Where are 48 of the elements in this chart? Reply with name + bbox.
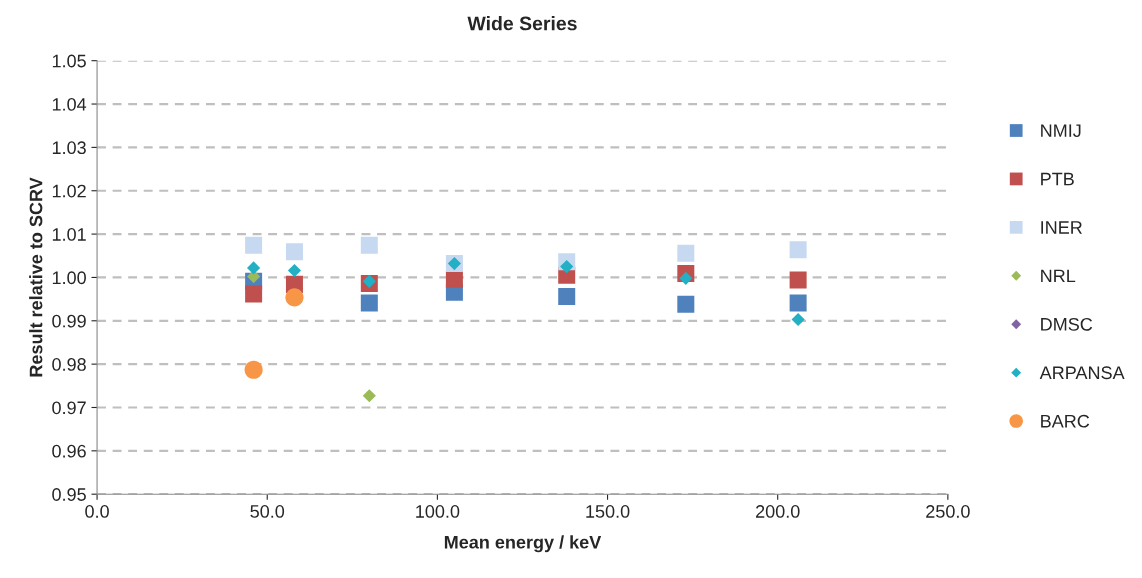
legend-label: PTB (1041, 172, 1074, 186)
point (247, 261, 261, 275)
x-tick-label: 250.0 (926, 505, 970, 518)
legend-label: NRL (1041, 269, 1076, 283)
point (362, 274, 376, 288)
y-tick-label: 1.02 (52, 184, 86, 198)
x-axis-title: Mean energy / keV (444, 535, 602, 553)
point (677, 244, 695, 262)
point (287, 263, 302, 278)
legend-label: DMSC (1041, 317, 1093, 331)
y-tick-label: 1.03 (52, 141, 86, 155)
point (791, 312, 805, 327)
point (558, 288, 576, 306)
point (677, 295, 695, 313)
point (245, 236, 263, 254)
point (679, 271, 693, 285)
y-axis-title: Result relative to SCRV (29, 177, 43, 377)
legend-label: NMIJ (1041, 124, 1081, 137)
x-tick-label: 150.0 (586, 505, 630, 518)
point (245, 285, 263, 303)
y-tick-label: 0.95 (52, 488, 86, 501)
y-tick-label: 0.98 (52, 358, 86, 371)
legend-label: BARC (1041, 414, 1090, 428)
point (789, 241, 807, 259)
y-tick-label: 0.96 (52, 444, 86, 458)
y-tick-label: 0.97 (52, 401, 86, 415)
point (244, 360, 263, 379)
point (360, 236, 378, 254)
point (789, 294, 807, 312)
chart-title: Wide Series (467, 16, 577, 31)
y-tick-label: 1.05 (52, 54, 86, 68)
point (445, 270, 463, 288)
y-tick-label: 1.01 (52, 228, 86, 241)
point (362, 389, 376, 403)
point (285, 288, 304, 307)
x-tick-label: 0.0 (85, 505, 109, 518)
x-tick-label: 200.0 (756, 505, 800, 518)
point (285, 243, 303, 261)
point (789, 271, 807, 289)
legend-label: ARPANSA (1039, 366, 1125, 380)
legend-label: INER (1041, 221, 1082, 234)
point (560, 260, 574, 274)
y-tick-label: 1.04 (52, 97, 87, 111)
x-tick-label: 50.0 (250, 505, 285, 518)
x-tick-label: 100.0 (416, 505, 460, 518)
y-tick-label: 1.00 (52, 271, 86, 285)
y-tick-label: 0.99 (52, 314, 86, 328)
point (360, 294, 378, 312)
